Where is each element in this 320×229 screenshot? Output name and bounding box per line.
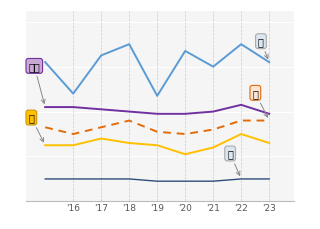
Text: 배: 배	[28, 113, 44, 142]
Text: 가: 가	[252, 88, 268, 117]
Text: 사과: 사과	[28, 62, 45, 104]
Text: 가: 가	[258, 37, 268, 59]
Text: 을: 을	[227, 149, 240, 176]
